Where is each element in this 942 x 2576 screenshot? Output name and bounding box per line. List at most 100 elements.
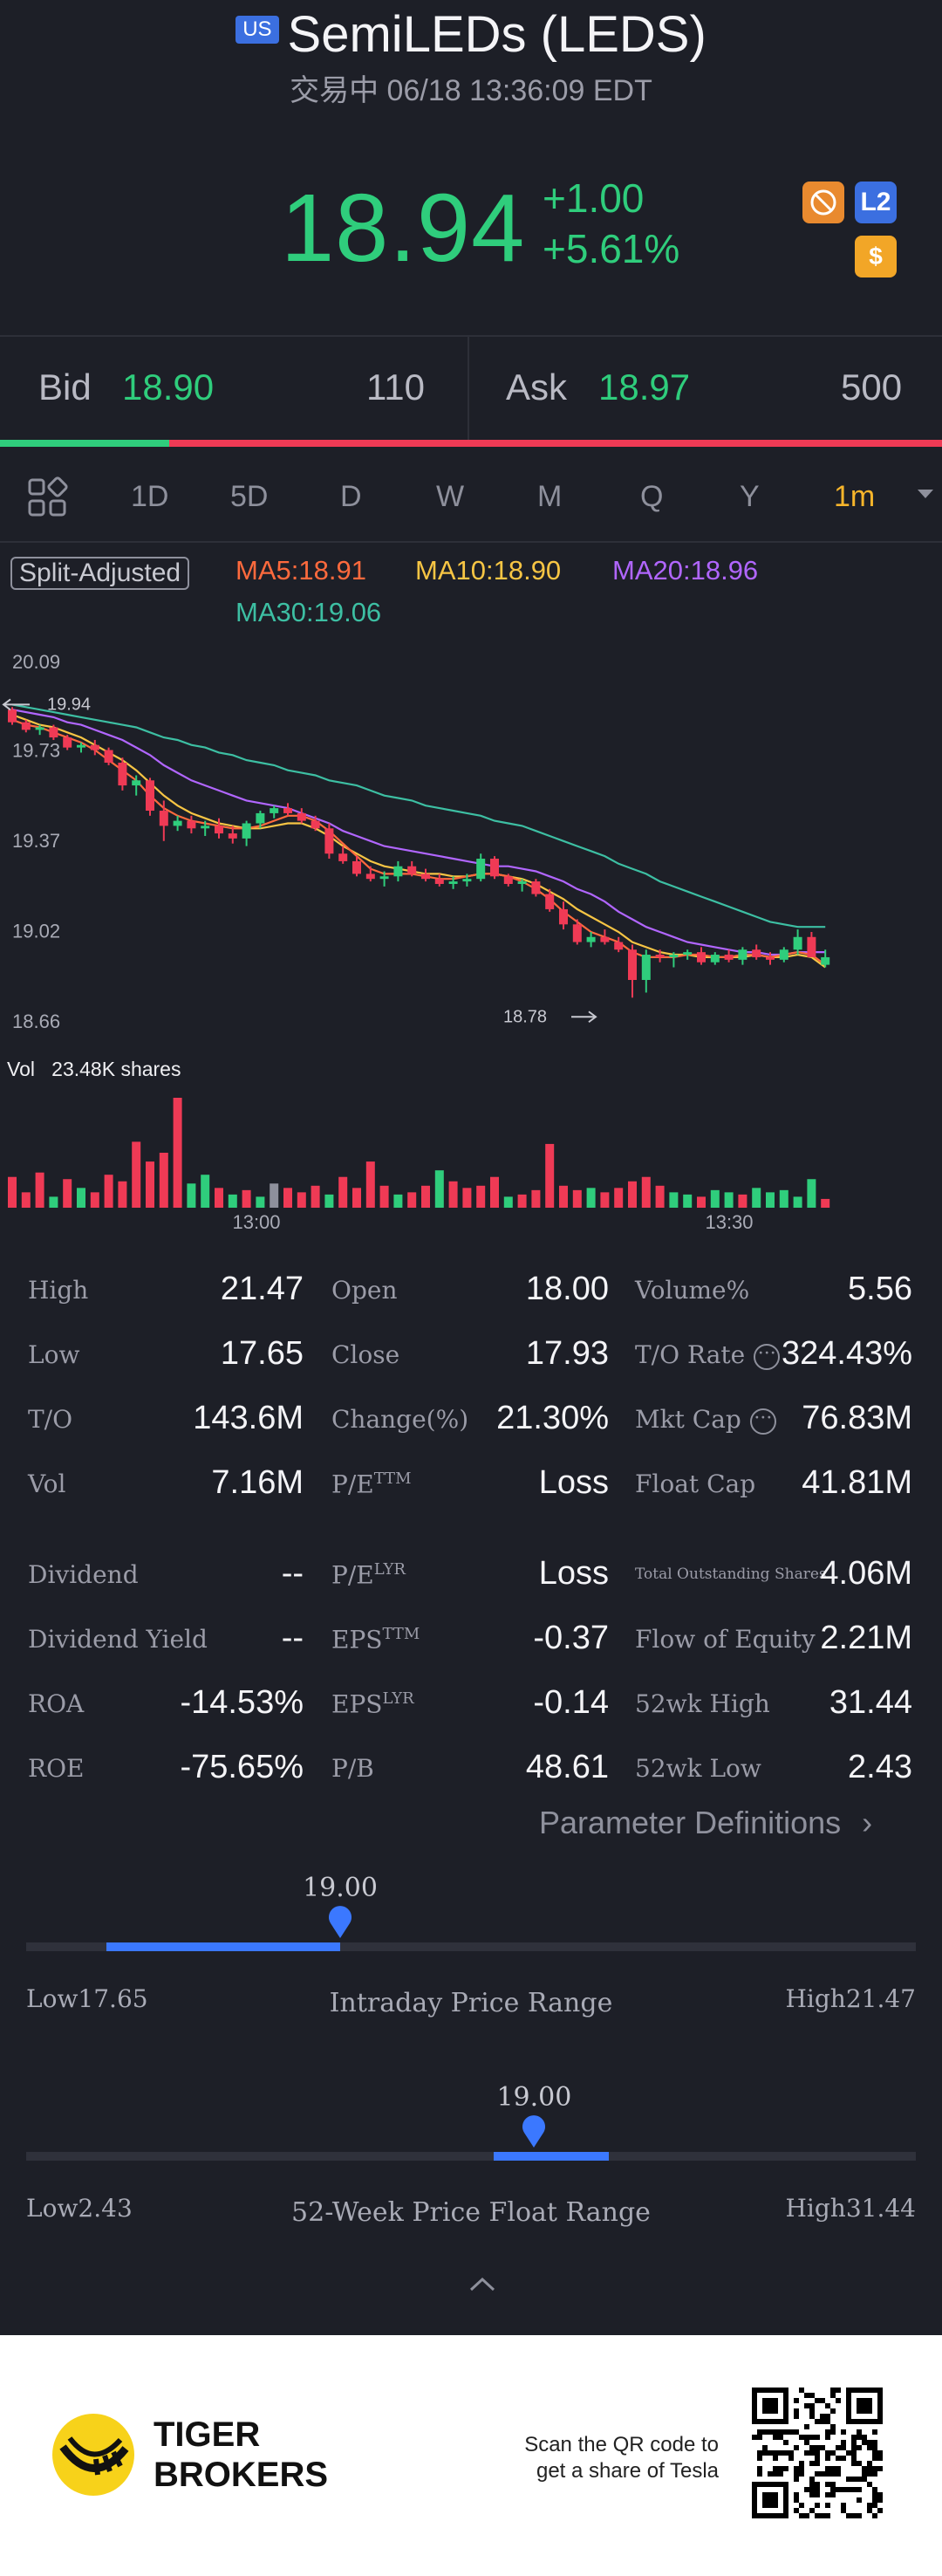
brand-line1: TIGER: [154, 2415, 261, 2454]
tab-5d[interactable]: 5D: [230, 480, 269, 513]
candle: [490, 856, 499, 880]
stat-label: 52wk Low: [635, 1754, 761, 1783]
stat-label-sup: TTM: [373, 1470, 412, 1488]
dollar-badge[interactable]: $: [855, 236, 897, 277]
intraday-low-label: Low17.65: [26, 1984, 148, 2013]
candle: [448, 876, 458, 889]
volume-bar: [311, 1185, 320, 1208]
volume-bar: [559, 1185, 568, 1208]
candle: [228, 826, 237, 844]
stat-label-text: P/B: [331, 1754, 374, 1783]
candle: [63, 735, 72, 750]
volume-bar: [159, 1153, 168, 1208]
volume-bar: [297, 1192, 306, 1208]
stat-label-text: ROE: [28, 1754, 85, 1783]
stat-value: 17.65: [220, 1335, 304, 1372]
candle: [118, 757, 127, 791]
volume-label: Vol: [7, 1058, 35, 1080]
info-icon[interactable]: ···: [754, 1343, 781, 1370]
tab-d[interactable]: D: [340, 480, 362, 513]
stat-label-text: Low: [28, 1340, 80, 1369]
stat-label-text: P/E: [331, 1560, 374, 1590]
volume-bar: [77, 1188, 85, 1208]
stat-value: 324.43%: [781, 1335, 912, 1372]
candle: [628, 944, 637, 998]
candle: [338, 846, 348, 864]
volume-bar: [35, 1172, 44, 1208]
stat-label-text: Dividend: [28, 1560, 139, 1589]
trading-status: 交易中 06/18 13:36:09 EDT: [290, 74, 652, 107]
bid-ratio-bar: [0, 440, 170, 447]
market-badge: US: [236, 15, 279, 44]
stat-value: -14.53%: [180, 1684, 304, 1721]
stat-value: 18.00: [525, 1271, 609, 1307]
stat-label-text: Float Cap: [635, 1470, 756, 1498]
candle: [35, 724, 44, 736]
volume-bar: [270, 1183, 279, 1208]
volume-bar: [752, 1188, 761, 1208]
stat-label: Dividend Yield: [28, 1625, 208, 1654]
candle: [49, 724, 58, 740]
level2-badge[interactable]: L2: [855, 182, 897, 223]
stat-label: P/ELYR: [331, 1560, 406, 1589]
last-price: 18.94: [281, 175, 526, 282]
stat-label-text: EPS: [331, 1689, 383, 1719]
stat-value: 21.47: [220, 1271, 304, 1307]
stat-label-text: 52wk High: [635, 1689, 770, 1718]
stat-label: P/ETTM: [331, 1470, 412, 1498]
no-trade-icon[interactable]: [802, 182, 844, 223]
tab-w[interactable]: W: [436, 480, 465, 513]
info-icon[interactable]: ···: [749, 1408, 776, 1435]
price-chart[interactable]: 20.09 19.73 19.37 19.02 18.66 19.94 18.78 13:00…: [0, 646, 942, 1239]
stat-value: 4.06M: [820, 1555, 912, 1592]
tab-q[interactable]: Q: [640, 480, 664, 513]
candle: [531, 879, 541, 897]
candle: [503, 874, 513, 887]
grid-layout-icon[interactable]: [26, 476, 68, 523]
split-adjusted-toggle[interactable]: Split-Adjusted: [10, 557, 190, 590]
volume-bar: [655, 1185, 665, 1208]
candle: [104, 747, 113, 765]
ask-label: Ask: [506, 367, 568, 408]
candle: [159, 800, 168, 841]
stat-value: 5.56: [848, 1271, 912, 1307]
caret-down-icon[interactable]: [916, 487, 935, 505]
stat-value: Loss: [538, 1555, 609, 1592]
volume-bar: [724, 1192, 734, 1208]
tab-m[interactable]: M: [537, 480, 563, 513]
stat-value: -75.65%: [180, 1749, 304, 1785]
volume-bar: [90, 1192, 99, 1208]
volume-bar: [338, 1176, 348, 1208]
volume-bar: [572, 1189, 582, 1208]
intraday-range-title: Intraday Price Range: [329, 1988, 613, 2018]
tab-1d[interactable]: 1D: [131, 480, 169, 513]
collapse-chevron-icon[interactable]: [468, 2276, 497, 2298]
tab-1m[interactable]: 1m: [834, 480, 876, 513]
volume-bar: [118, 1181, 127, 1208]
candle: [352, 856, 361, 877]
bid-label: Bid: [38, 367, 92, 408]
candle: [132, 775, 141, 796]
volume-value: 23.48K shares: [51, 1058, 181, 1080]
parameter-definitions-link[interactable]: Parameter Definitions ›: [539, 1805, 872, 1841]
volume-bar: [283, 1188, 292, 1208]
candle: [683, 949, 693, 960]
stat-label-text: Close: [331, 1340, 400, 1369]
week52-range-track: [26, 2152, 916, 2161]
intraday-high-label: High21.47: [785, 1984, 917, 2013]
volume-bar: [132, 1141, 141, 1208]
stat-label-sup: LYR: [382, 1689, 414, 1708]
candle: [738, 947, 747, 965]
volume-bar: [793, 1196, 802, 1208]
tab-y[interactable]: Y: [740, 480, 760, 513]
parameter-definitions-label: Parameter Definitions: [539, 1805, 842, 1840]
stat-label: Open: [331, 1276, 397, 1305]
stat-label-text: Open: [331, 1276, 398, 1305]
period-tabs: 1D 5D D W M Q Y 1m: [0, 454, 942, 543]
footer-banner: TIGER BROKERS Scan the QR code to get a …: [0, 2335, 942, 2576]
volume-bar: [462, 1188, 472, 1208]
volume-bar: [324, 1194, 334, 1208]
stat-value: -0.37: [533, 1620, 609, 1656]
volume-bar: [531, 1189, 541, 1208]
bid-size: 110: [366, 367, 425, 408]
